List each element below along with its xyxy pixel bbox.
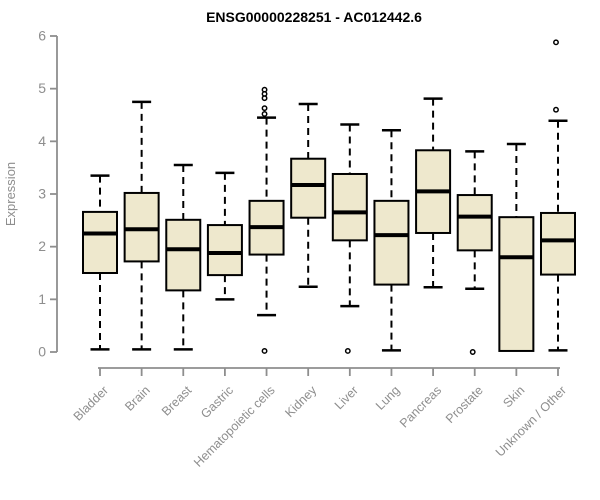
y-axis-title: Expression	[3, 162, 18, 226]
x-category-label: Pancreas	[397, 383, 444, 430]
outlier-point-hematopoietic-cells	[261, 105, 268, 112]
y-tick-label: 3	[38, 186, 46, 202]
outlier-point-hematopoietic-cells	[261, 95, 268, 102]
chart-title: ENSG00000228251 - AC012442.6	[206, 9, 422, 25]
y-tick-label: 0	[38, 344, 46, 360]
box-kidney	[290, 157, 327, 219]
box-bladder	[82, 210, 118, 274]
x-category-label: Gastric	[198, 383, 236, 421]
box-breast	[165, 218, 202, 292]
box-prostate	[456, 194, 493, 252]
box-lung	[373, 199, 410, 286]
box-unknown-other	[539, 211, 576, 276]
x-category-label: Skin	[500, 383, 527, 410]
y-tick-label: 5	[38, 80, 46, 96]
y-tick-label: 2	[38, 238, 46, 254]
outlier-point-prostate	[469, 349, 476, 355]
box-skin	[498, 216, 535, 352]
outlier-point-hematopoietic-cells	[261, 347, 268, 354]
outlier-point-unknown-other	[553, 106, 559, 113]
x-category-label: Unknown / Other	[493, 383, 569, 459]
x-category-label: Prostate	[443, 383, 486, 426]
y-tick-label: 4	[38, 133, 46, 149]
x-category-label: Lung	[373, 383, 403, 413]
box-liver	[331, 172, 368, 242]
outlier-point-liver	[344, 347, 351, 354]
x-category-label: Brain	[122, 383, 153, 414]
box-gastric	[206, 224, 243, 277]
y-tick-label: 6	[38, 28, 46, 44]
box-brain	[123, 191, 160, 263]
x-category-label: Liver	[332, 383, 361, 412]
x-category-label: Kidney	[282, 383, 319, 420]
y-tick-label: 1	[38, 291, 46, 307]
outlier-point-unknown-other	[553, 39, 559, 46]
outlier-point-hematopoietic-cells	[261, 110, 268, 117]
x-category-label: Bladder	[71, 383, 111, 423]
x-category-label: Hematopoietic cells	[191, 383, 278, 470]
x-category-label: Breast	[159, 383, 195, 419]
